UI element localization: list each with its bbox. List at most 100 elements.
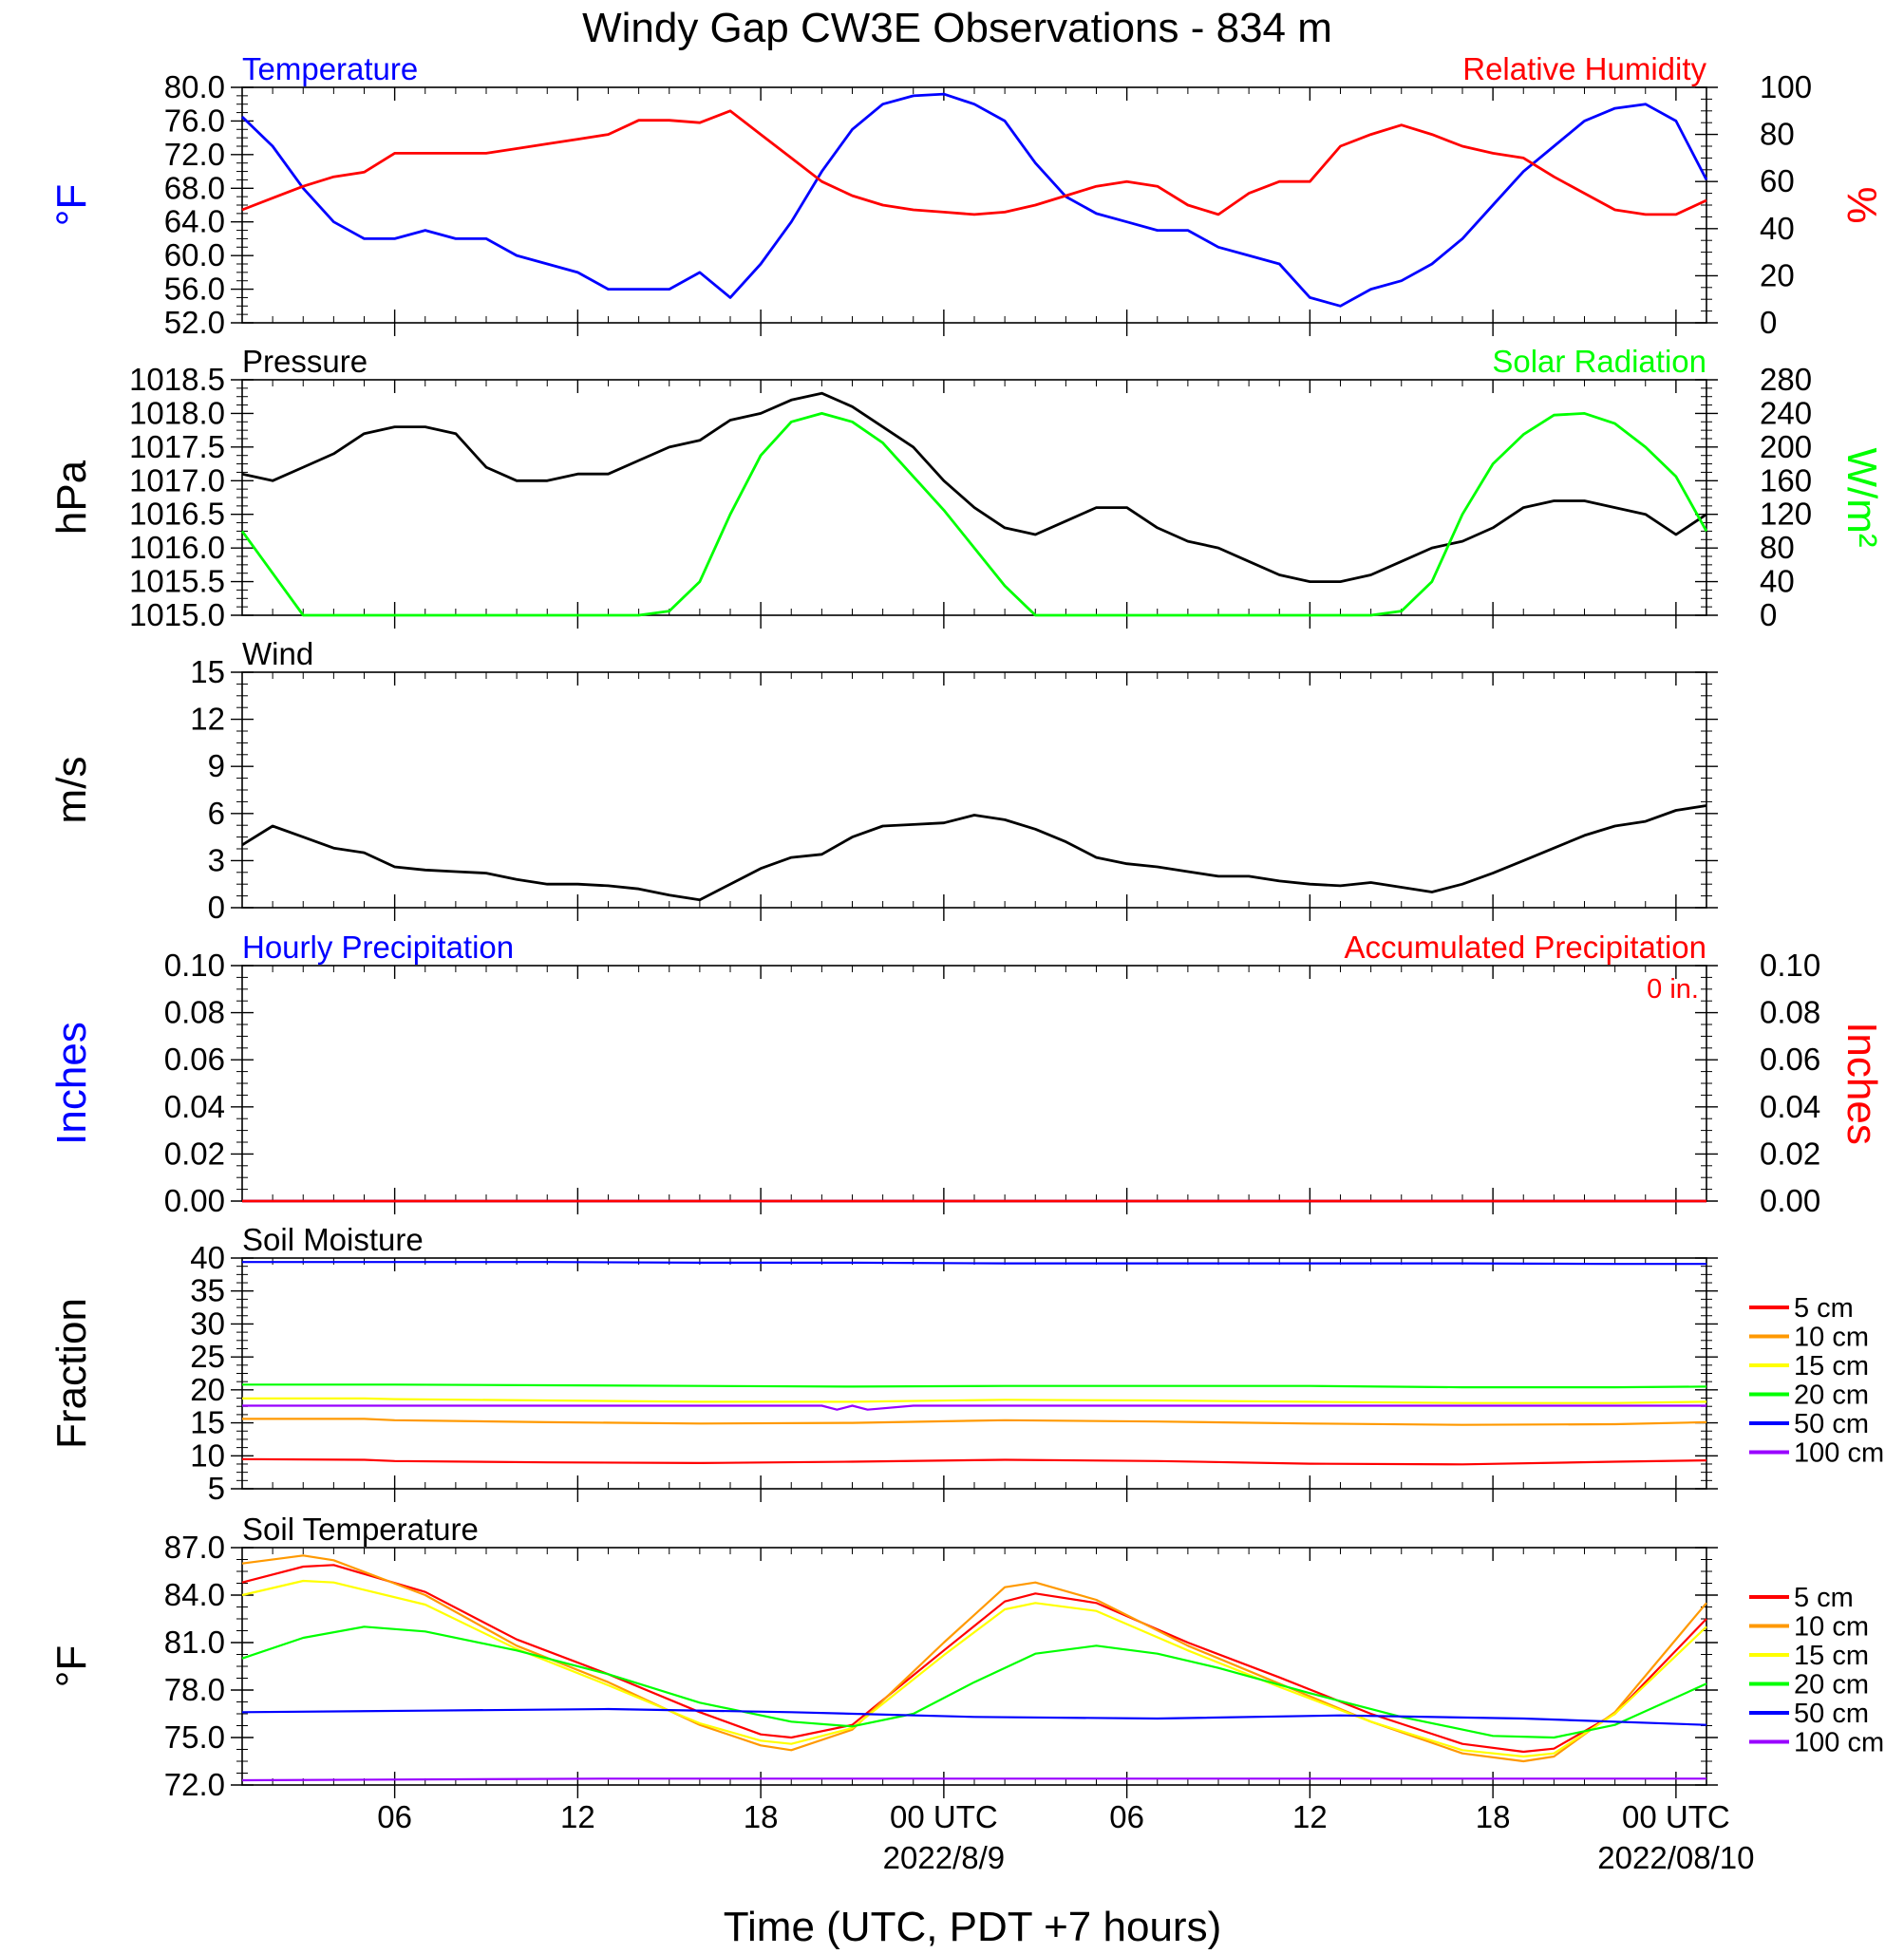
legend-label: 20 cm xyxy=(1794,1381,1869,1411)
series-line-left xyxy=(241,92,1708,308)
y-tick-label: 0 xyxy=(208,890,225,925)
y-tick-label: 56.0 xyxy=(164,272,225,307)
legend-label: 50 cm xyxy=(1794,1699,1869,1729)
series-line-right xyxy=(241,109,1707,216)
y-tick-label: 3 xyxy=(208,842,225,877)
y-tick-label: 75.0 xyxy=(164,1719,225,1755)
panel-right-title: Relative Humidity xyxy=(1462,51,1706,86)
left-unit-label: hPa xyxy=(48,460,95,535)
y-tick-label: 15 xyxy=(190,654,225,689)
y-tick-label: 1016.5 xyxy=(129,497,225,532)
right-y-tick-label: 0.10 xyxy=(1760,948,1820,983)
right-y-tick-label: 120 xyxy=(1760,497,1812,532)
legend-label: 20 cm xyxy=(1794,1670,1869,1700)
x-date-label: 2022/08/10 xyxy=(1597,1840,1754,1875)
precipitation-panel: 0.10 0.08 0.06 0.04 0.02 0.00 0.10 0.08 0.06 0.04… xyxy=(48,930,1885,1218)
x-tick-label: 12 xyxy=(560,1799,595,1834)
plot-frame xyxy=(241,1547,1707,1786)
temperature-humidity-panel: 80.076.072.068.064.060.056.052.0 100 80 60 4… xyxy=(48,51,1885,340)
series-line-left xyxy=(241,391,1707,583)
soil-temperature-panel: 87.0 84.0 81.0 78.0 75.0 72.0 Soil Temperature… xyxy=(48,1512,1884,1802)
y-tick-label: 84.0 xyxy=(164,1577,225,1612)
legend-label: 100 cm xyxy=(1794,1438,1884,1469)
right-y-tick-label: 0.08 xyxy=(1760,995,1820,1030)
y-tick-label: 0.00 xyxy=(164,1183,225,1218)
series-line-20-cm xyxy=(241,1625,1707,1739)
y-tick-label: 60.0 xyxy=(164,237,225,272)
legend-label: 15 cm xyxy=(1794,1641,1869,1671)
x-date-label: 2022/8/9 xyxy=(883,1840,1005,1875)
left-unit-label: °F xyxy=(48,1645,95,1687)
y-tick-label: 1017.5 xyxy=(129,429,225,464)
series-line-10-cm xyxy=(242,1418,1707,1426)
y-tick-label: 0.10 xyxy=(164,948,225,983)
y-tick-label: 81.0 xyxy=(164,1625,225,1660)
x-axis-title: Time (UTC, PDT +7 hours) xyxy=(724,1904,1221,1950)
series-line-20-cm xyxy=(242,1383,1707,1389)
series-line-10-cm xyxy=(241,1554,1707,1763)
legend-label: 100 cm xyxy=(1794,1728,1884,1758)
x-tick-label: 12 xyxy=(1292,1799,1328,1834)
panel-left-title: Temperature xyxy=(242,51,418,86)
y-tick-label: 1015.5 xyxy=(129,564,225,599)
y-tick-label: 68.0 xyxy=(164,170,225,205)
y-tick-label: 1016.0 xyxy=(129,530,225,565)
series-line-50-cm xyxy=(242,1261,1706,1266)
pressure-solar-panel: 1018.51018.01017.51017.01016.51016.01015… xyxy=(48,344,1885,632)
right-y-tick-label: 200 xyxy=(1760,429,1812,464)
right-y-tick-label: 240 xyxy=(1760,395,1812,430)
y-tick-label: 10 xyxy=(190,1437,225,1473)
legend-label: 50 cm xyxy=(1794,1409,1869,1439)
x-tick-label: 18 xyxy=(744,1799,779,1834)
right-y-tick-label: 60 xyxy=(1760,163,1795,198)
panel-left-title: Pressure xyxy=(242,344,368,379)
y-tick-label: 87.0 xyxy=(164,1530,225,1565)
y-tick-label: 35 xyxy=(190,1273,225,1308)
y-tick-label: 40 xyxy=(190,1240,225,1275)
y-tick-label: 30 xyxy=(190,1306,225,1341)
right-y-tick-label: 0 xyxy=(1760,597,1777,632)
wind-panel: 15 12 9 6 3 0 Wind m/s xyxy=(48,636,1718,925)
y-tick-label: 0.06 xyxy=(164,1042,225,1077)
x-tick-label: 00 UTC xyxy=(890,1799,998,1834)
series-line-100-cm xyxy=(241,1777,1706,1782)
right-y-tick-label: 100 xyxy=(1760,69,1812,104)
legend-label: 10 cm xyxy=(1794,1323,1869,1353)
right-y-tick-label: 160 xyxy=(1760,462,1812,498)
y-tick-label: 78.0 xyxy=(164,1672,225,1707)
right-y-tick-label: 0.06 xyxy=(1760,1042,1820,1077)
y-tick-label: 80.0 xyxy=(164,69,225,104)
y-tick-label: 72.0 xyxy=(164,1767,225,1802)
right-y-tick-label: 40 xyxy=(1760,564,1795,599)
right-y-tick-label: 80 xyxy=(1760,530,1795,565)
right-unit-label: % xyxy=(1838,186,1885,223)
right-y-tick-label: 0.00 xyxy=(1760,1183,1820,1218)
series-line-left xyxy=(241,804,1707,902)
y-tick-label: 12 xyxy=(190,702,225,737)
panel-left-title: Soil Temperature xyxy=(242,1512,479,1547)
y-tick-label: 76.0 xyxy=(164,103,225,138)
x-tick-label: 06 xyxy=(377,1799,412,1834)
right-unit-label: Inches xyxy=(1838,1022,1885,1145)
left-unit-label: m/s xyxy=(48,757,95,824)
left-unit-label: °F xyxy=(48,184,95,226)
y-tick-label: 52.0 xyxy=(164,305,225,340)
y-tick-label: 0.04 xyxy=(164,1089,225,1124)
y-tick-label: 1018.0 xyxy=(129,395,225,430)
y-tick-label: 6 xyxy=(208,796,225,831)
right-y-tick-label: 20 xyxy=(1760,257,1795,292)
panel-left-title: Soil Moisture xyxy=(242,1222,424,1257)
y-tick-label: 1017.0 xyxy=(129,462,225,498)
y-tick-label: 20 xyxy=(190,1372,225,1407)
accumulation-annotation: 0 in. xyxy=(1647,974,1699,1005)
y-tick-label: 9 xyxy=(208,748,225,783)
y-tick-label: 0.08 xyxy=(164,995,225,1030)
series-line-5-cm xyxy=(241,1457,1707,1466)
right-y-tick-label: 80 xyxy=(1760,117,1795,152)
right-unit-label: W/m² xyxy=(1838,447,1885,547)
right-y-tick-label: 0 xyxy=(1760,305,1777,340)
plot-frame xyxy=(241,86,1707,324)
series-line-15-cm xyxy=(241,1579,1707,1758)
